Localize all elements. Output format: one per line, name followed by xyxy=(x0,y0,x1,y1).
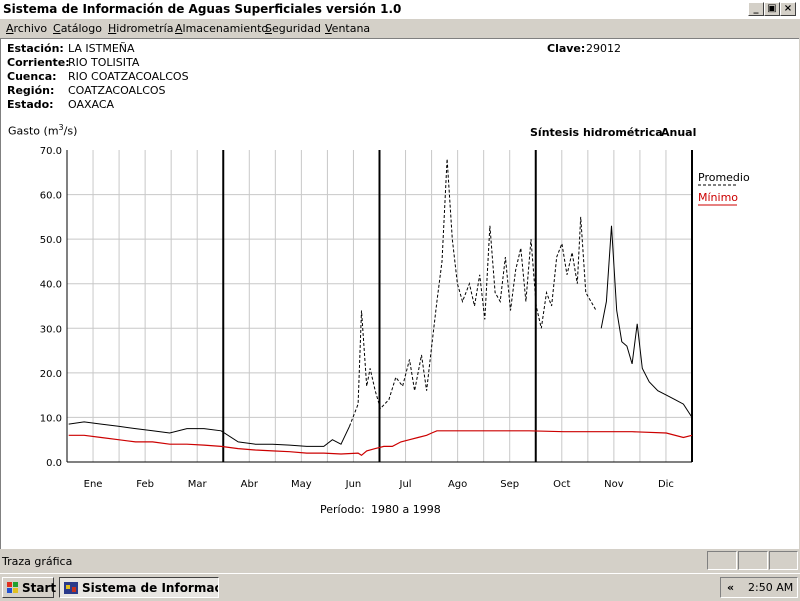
start-label: Start xyxy=(22,581,57,595)
clave-value: 29012 xyxy=(586,42,621,55)
estado-label: Estado: xyxy=(7,98,54,111)
month-label: Jul xyxy=(399,479,412,490)
month-label: Feb xyxy=(136,479,154,490)
estado-value: OAXACA xyxy=(68,98,115,111)
taskbar: Start Sistema de Informaci... « 2:50 AM xyxy=(0,573,800,601)
window-title: Sistema de Información de Aguas Superfic… xyxy=(3,2,402,16)
status-panel-2 xyxy=(738,551,768,570)
cuenca-label: Cuenca: xyxy=(7,70,57,83)
window-titlebar: Sistema de Información de Aguas Superfic… xyxy=(0,0,800,19)
clock: 2:50 AM xyxy=(748,581,794,594)
taskbar-app-label: Sistema de Informaci... xyxy=(82,581,218,595)
synthesis-mode: Anual xyxy=(661,126,697,139)
region-label: Región: xyxy=(7,84,55,97)
region-value: COATZACOALCOS xyxy=(68,84,166,97)
menu-almacenamiento[interactable]: Almacenamiento xyxy=(175,22,269,35)
y-tick-label: 50.0 xyxy=(40,235,62,246)
statusbar: Traza gráfica xyxy=(0,550,800,572)
close-button[interactable]: × xyxy=(780,2,796,16)
status-panel-3 xyxy=(769,551,798,570)
menu-archivo[interactable]: Archivo xyxy=(6,22,48,35)
y-tick-label: 10.0 xyxy=(40,413,62,424)
start-button[interactable]: Start xyxy=(2,577,57,598)
maximize-button[interactable]: ▣ xyxy=(764,2,780,16)
system-tray: « 2:50 AM xyxy=(720,577,798,598)
month-label: Nov xyxy=(604,479,624,490)
cuenca-value: RIO COATZACOALCOS xyxy=(68,70,189,83)
month-label: Sep xyxy=(500,479,519,490)
y-tick-label: 0.0 xyxy=(46,458,62,469)
status-panel-1 xyxy=(707,551,737,570)
minimize-button[interactable]: _ xyxy=(748,2,764,16)
month-label: Mar xyxy=(188,479,208,490)
y-tick-label: 30.0 xyxy=(40,324,62,335)
app-icon xyxy=(64,582,78,594)
series-promedio-line xyxy=(68,421,350,447)
y-tick-label: 20.0 xyxy=(40,369,62,380)
menu-hidrometria[interactable]: Hidrometría xyxy=(108,22,174,35)
period-label: Período: xyxy=(320,503,365,516)
windows-logo-icon xyxy=(7,582,19,593)
series-promedio-line xyxy=(600,225,693,418)
y-tick-label: 60.0 xyxy=(40,191,62,202)
corriente-label: Corriente: xyxy=(7,56,70,69)
estacion-label: Estación: xyxy=(7,42,64,55)
y-tick-label: 40.0 xyxy=(40,280,62,291)
series-promedio-line-dashed xyxy=(349,158,597,427)
menu-ventana[interactable]: Ventana xyxy=(325,22,371,35)
month-label: Ago xyxy=(448,479,467,490)
hydrograph-chart: 0.0 10.0 20.0 30.0 40.0 50.0 60.0 70.0 Ene Feb Mar… xyxy=(40,146,750,490)
estacion-value: LA ISTMEÑA xyxy=(68,42,135,55)
graph-document: Estación: LA ISTMEÑA Corriente: RIO TOLI… xyxy=(0,38,799,549)
taskbar-app-button[interactable]: Sistema de Informaci... xyxy=(59,577,219,598)
tray-expand-button[interactable]: « xyxy=(727,581,735,594)
legend-entry: Promedio xyxy=(698,171,750,184)
legend-entry: Mínimo xyxy=(698,191,738,204)
y-axis-title: Gasto (m3/s) xyxy=(8,123,78,138)
month-label: Jun xyxy=(345,479,362,490)
month-label: Dic xyxy=(658,479,674,490)
y-tick-label: 70.0 xyxy=(40,146,62,157)
period-value: 1980 a 1998 xyxy=(371,503,441,516)
status-text: Traza gráfica xyxy=(2,555,73,568)
month-label: Abr xyxy=(241,479,259,490)
clave-label: Clave: xyxy=(547,42,586,55)
menu-catalogo[interactable]: Catálogo xyxy=(53,22,102,35)
corriente-value: RIO TOLISITA xyxy=(68,56,140,69)
menu-seguridad[interactable]: Seguridad xyxy=(265,22,321,35)
month-label: Ene xyxy=(84,479,103,490)
synthesis-title: Síntesis hidrométrica xyxy=(530,126,663,139)
month-label: Oct xyxy=(553,479,570,490)
menubar: Archivo Catálogo Hidrometría Almacenamie… xyxy=(0,19,800,38)
series-minimo-line xyxy=(68,430,693,457)
month-label: May xyxy=(291,479,312,490)
